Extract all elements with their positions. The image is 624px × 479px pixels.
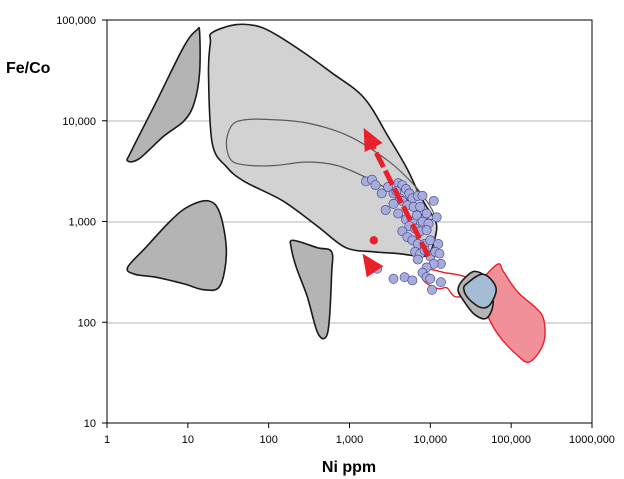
y-tick-label: 100 <box>78 317 96 329</box>
data-point <box>428 195 439 206</box>
data-point <box>388 273 399 284</box>
data-point <box>407 275 418 286</box>
trend-arrow-head <box>363 127 383 152</box>
data-point <box>411 210 422 221</box>
data-point <box>370 180 381 190</box>
data-point <box>388 198 399 209</box>
arrows-layer <box>362 127 431 278</box>
field-9 <box>462 273 497 309</box>
x-axis-ticks: 1 10 100 1,000 10,000 100,000 1000,000 <box>104 423 615 446</box>
trend-arrow-shaft <box>371 146 431 258</box>
field-4 <box>126 199 228 292</box>
data-point <box>376 188 387 199</box>
y-axis-title: Fe/Co <box>6 60 51 77</box>
data-point <box>427 284 437 295</box>
y-tick-label: 10 <box>84 418 96 430</box>
field-2 <box>207 23 438 258</box>
data-point <box>412 254 423 265</box>
data-point <box>415 201 426 212</box>
field-1 <box>126 26 201 163</box>
trend-arrow-head <box>362 253 384 278</box>
data-point <box>434 248 445 259</box>
y-tick-label: 1,000 <box>68 217 96 229</box>
fields-layer <box>126 23 546 363</box>
x-tick-label: 10,000 <box>414 434 448 446</box>
data-point <box>393 208 404 219</box>
x-tick-label: 1,000 <box>336 434 364 446</box>
x-tick-label: 10 <box>182 434 194 446</box>
data-point <box>431 212 442 223</box>
points-layer <box>361 174 446 295</box>
field-5 <box>289 239 334 340</box>
data-point <box>380 205 391 215</box>
data-point <box>435 277 446 288</box>
data-point <box>421 225 432 236</box>
y-tick-label: 100,000 <box>56 15 96 27</box>
data-point <box>417 190 428 201</box>
x-tick-label: 1 <box>104 434 110 446</box>
y-tick-label: 10,000 <box>62 116 96 128</box>
x-axis-title: Ni ppm <box>322 459 376 476</box>
highlight-point <box>369 236 378 245</box>
x-tick-label: 100,000 <box>491 434 531 446</box>
data-point <box>425 273 436 284</box>
y-axis-ticks: 10 100 1,000 10,000 100,000 <box>56 15 107 430</box>
x-tick-label: 100 <box>259 434 277 446</box>
data-point <box>421 208 432 219</box>
x-tick-label: 1000,000 <box>569 434 615 446</box>
